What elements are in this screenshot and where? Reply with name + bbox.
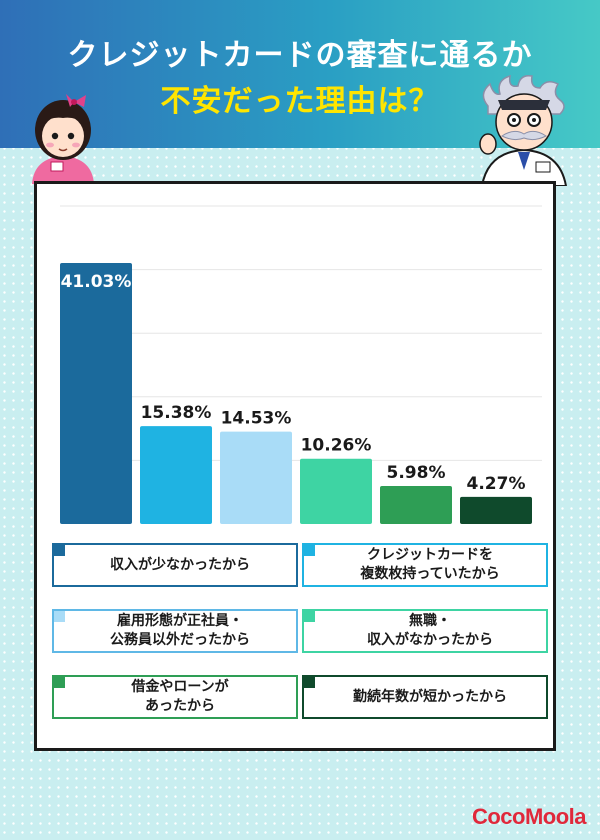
header-banner: クレジットカードの審査に通るか 不安だった理由は？ (0, 0, 600, 148)
legend-swatch-6 (304, 677, 315, 688)
legend-item-2: クレジットカードを 複数枚持っていたから (302, 543, 548, 587)
professor-character-illustration (479, 74, 568, 186)
legend-swatch-3 (54, 611, 65, 622)
data-label-3: 14.53% (221, 409, 292, 429)
bar-4 (300, 458, 372, 524)
legend-label-4: 無職・ 収入がなかったから (367, 613, 493, 648)
legend-label-5: 借金やローンが あったから (131, 679, 229, 714)
bar-1 (60, 263, 132, 524)
legend-swatch-5 (54, 677, 65, 688)
data-label-4: 10.26% (301, 436, 372, 456)
legend-item-5: 借金やローンが あったから (52, 675, 298, 719)
legend-swatch-2 (304, 545, 315, 556)
data-label-5: 5.98% (387, 463, 446, 483)
bar-chart: 41.03% 15.38% 14.53% 10.26% 5.98% 4.27% (60, 205, 542, 524)
data-label-1: 41.03% (61, 272, 132, 292)
bar-3 (220, 431, 292, 524)
brand-logo: CocoMoola (471, 804, 587, 829)
legend-label-2: クレジットカードを 複数枚持っていたから (360, 547, 500, 582)
bar-6 (460, 496, 532, 524)
bar-2 (140, 426, 212, 524)
legend-label-1: 収入が少なかったから (110, 556, 250, 573)
legend-item-1: 収入が少なかったから (52, 543, 298, 587)
data-label-6: 4.27% (467, 474, 526, 494)
page-title-line1: クレジットカードの審査に通るか (67, 38, 533, 73)
legend-swatch-1 (54, 545, 65, 556)
legend-item-6: 勤続年数が短かったから (302, 675, 548, 719)
legend-label-3: 雇用形態が正社員・ 公務員以外だったから (110, 613, 250, 648)
legend-item-4: 無職・ 収入がなかったから (302, 609, 548, 653)
page-title-line2: 不安だった理由は？ (160, 84, 440, 119)
bar-5 (380, 485, 452, 524)
legend-label-6: 勤続年数が短かったから (353, 688, 507, 705)
legend-item-3: 雇用形態が正社員・ 公務員以外だったから (52, 609, 298, 653)
data-label-2: 15.38% (141, 403, 212, 423)
girl-character-illustration (32, 94, 94, 184)
legend-swatch-4 (304, 611, 315, 622)
